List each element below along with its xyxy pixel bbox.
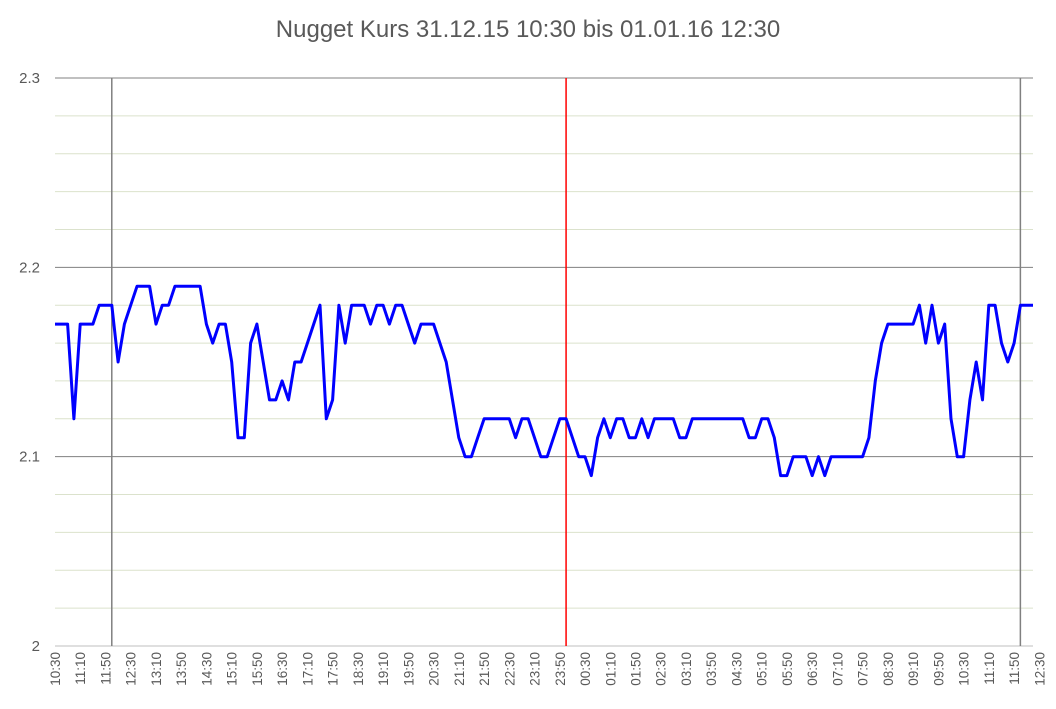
x-tick-label: 19:50 <box>401 652 416 686</box>
x-tick-label: 05:10 <box>755 652 770 686</box>
x-tick-label: 21:50 <box>477 652 492 686</box>
major-gridlines <box>55 77 1033 647</box>
x-tick-label: 17:10 <box>300 652 315 686</box>
x-tick-label: 10:30 <box>48 652 63 686</box>
minor-gridlines <box>55 115 1033 609</box>
x-tick-label: 17:50 <box>326 652 341 686</box>
y-tick-label: 2.3 <box>19 70 40 87</box>
x-tick-label: 09:50 <box>931 652 946 686</box>
x-tick-label: 12:30 <box>1032 652 1047 686</box>
vertical-marker-lines <box>111 78 1022 646</box>
x-tick-label: 18:30 <box>351 652 366 686</box>
x-tick-label: 01:10 <box>603 652 618 686</box>
x-axis-tick-labels: 10:30 11:10 11:50 12:30 13:10 13:50 14:30 15:10… <box>48 652 1047 686</box>
x-tick-label: 21:10 <box>452 652 467 686</box>
x-tick-label: 02:30 <box>654 652 669 686</box>
x-tick-label: 11:50 <box>98 652 113 685</box>
x-tick-label: 00:30 <box>578 652 593 686</box>
x-tick-label: 01:50 <box>628 652 643 686</box>
y-tick-label: 2.2 <box>19 259 40 276</box>
chart-title: Nugget Kurs 31.12.15 10:30 bis 01.01.16 … <box>275 16 781 43</box>
x-tick-label: 10:30 <box>957 652 972 686</box>
x-tick-label: 06:30 <box>805 652 820 686</box>
x-tick-label: 13:10 <box>149 652 164 686</box>
x-tick-label: 07:50 <box>856 652 871 686</box>
y-axis-tick-labels: 2 2.1 2.2 2.3 <box>19 70 40 655</box>
y-tick-label: 2 <box>32 638 40 655</box>
series-line <box>55 284 1033 478</box>
x-tick-label: 07:10 <box>830 652 845 686</box>
x-tick-label: 05:50 <box>780 652 795 686</box>
x-tick-label: 16:30 <box>275 652 290 686</box>
x-tick-label: 20:30 <box>427 652 442 686</box>
x-tick-label: 14:30 <box>199 652 214 686</box>
x-tick-label: 23:10 <box>528 652 543 686</box>
x-tick-label: 19:10 <box>376 652 391 686</box>
x-tick-label: 09:10 <box>906 652 921 686</box>
x-tick-label: 03:50 <box>704 652 719 686</box>
x-tick-label: 04:30 <box>729 652 744 686</box>
x-tick-label: 03:10 <box>679 652 694 686</box>
x-tick-label: 23:50 <box>553 652 568 686</box>
x-tick-label: 15:10 <box>225 652 240 686</box>
x-tick-label: 22:30 <box>502 652 517 686</box>
x-tick-label: 15:50 <box>250 652 265 686</box>
x-tick-label: 11:10 <box>73 652 88 685</box>
y-tick-label: 2.1 <box>19 449 40 466</box>
x-tick-label: 11:50 <box>1007 652 1022 685</box>
x-tick-label: 13:50 <box>174 652 189 686</box>
x-tick-label: 11:10 <box>982 652 997 685</box>
series-group <box>55 284 1033 478</box>
x-tick-label: 08:30 <box>881 652 896 686</box>
x-tick-label: 12:30 <box>124 652 139 686</box>
